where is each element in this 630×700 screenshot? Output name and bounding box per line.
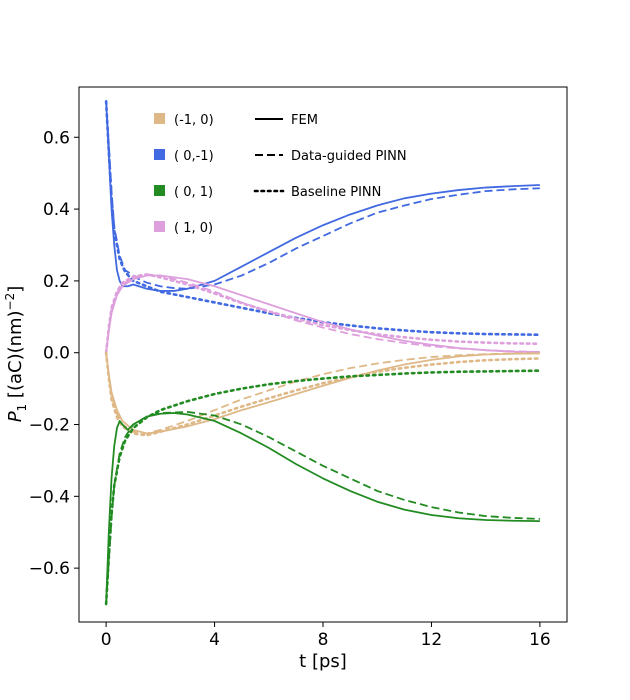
x-tick-label: 16 [529, 630, 551, 650]
series-line [105, 352, 540, 435]
legend-style-label: Data-guided PINN [291, 149, 407, 164]
legend-color-label: ( 1, 0) [174, 221, 213, 236]
series-line [105, 352, 540, 435]
x-tick-label: 12 [421, 630, 443, 650]
legend: (-1, 0) ( 0,-1) ( 0, 1) ( 1, 0) FEM Data-guid… [154, 113, 407, 236]
series-line [104, 100, 542, 337]
series-line [105, 101, 540, 292]
y-tick-label: 0.2 [43, 272, 70, 292]
series-line [104, 351, 542, 437]
series-group [104, 100, 542, 606]
legend-color-label: ( 0,-1) [174, 149, 214, 164]
y-axis-label-subscript: 1 [15, 404, 29, 412]
y-axis-label-units: [(aC)(nm) [5, 310, 26, 403]
series-line [105, 274, 540, 353]
axis-ticks: 0 4 8 12 16 −0.6 −0.4 −0.2 0.0 0.2 0.4 0.6 [29, 128, 551, 650]
y-tick-label: 0.0 [43, 344, 70, 364]
y-axis-label: P1 [(aC)(nm)−2] [3, 286, 29, 423]
y-axis-label-close: ] [5, 286, 26, 293]
y-tick-label: 0.4 [43, 200, 70, 220]
series-line [105, 411, 540, 605]
legend-style-label: FEM [291, 113, 318, 128]
x-tick-label: 0 [101, 630, 112, 650]
y-axis-label-symbol: P [5, 411, 26, 422]
legend-color-swatch [154, 185, 165, 196]
y-tick-label: −0.2 [29, 416, 70, 436]
y-tick-label: −0.6 [29, 559, 70, 579]
y-tick-label: −0.4 [29, 487, 70, 507]
series-line [104, 369, 542, 606]
legend-style-label: Baseline PINN [291, 185, 381, 200]
x-tick-label: 4 [209, 630, 220, 650]
legend-color-label: ( 0, 1) [174, 185, 213, 200]
series-line [105, 101, 540, 290]
x-tick-label: 8 [318, 630, 329, 650]
series-line [104, 273, 542, 354]
series-line [105, 412, 540, 605]
legend-color-swatch [154, 149, 165, 160]
y-tick-label: 0.6 [43, 128, 70, 148]
x-axis-label: t [ps] [299, 651, 347, 672]
y-axis-label-superscript: −2 [3, 293, 17, 311]
legend-color-label: (-1, 0) [174, 113, 214, 128]
legend-color-swatch [154, 113, 165, 124]
legend-color-swatch [154, 221, 165, 232]
